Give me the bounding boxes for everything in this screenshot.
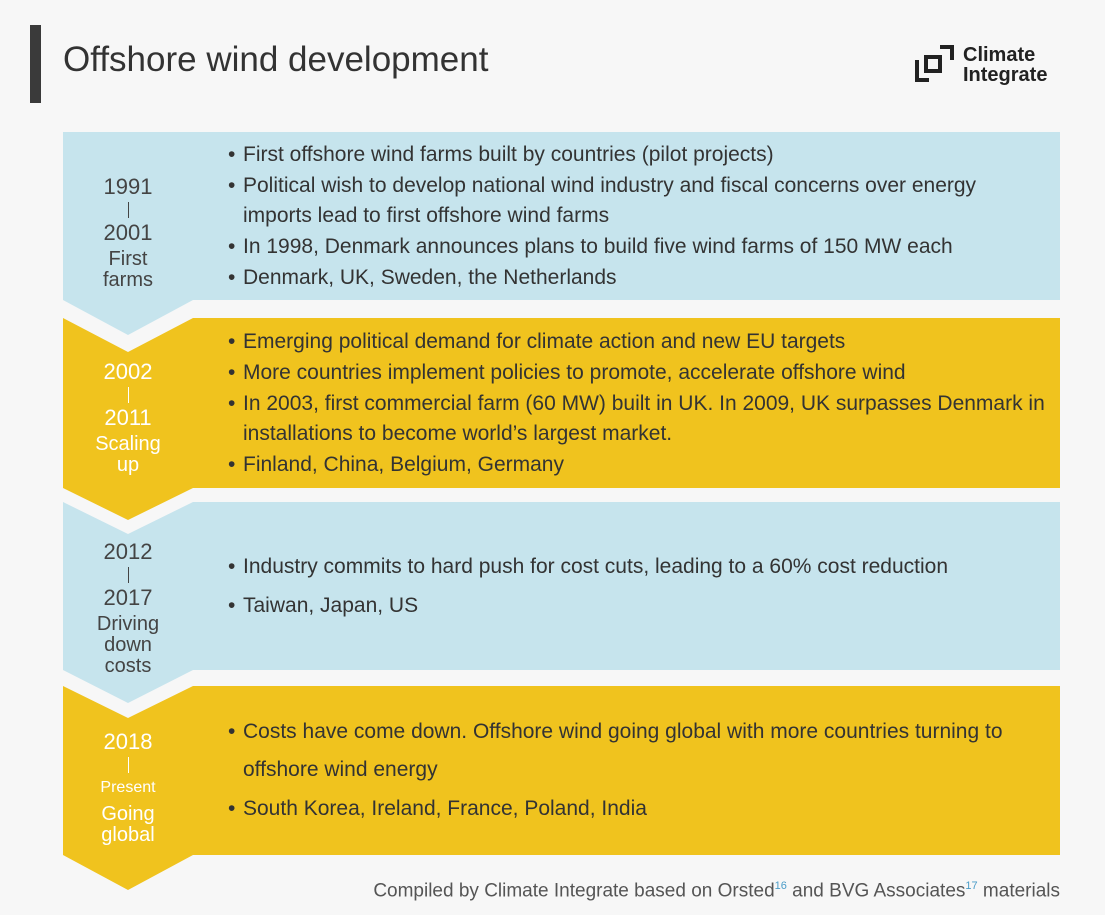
separator <box>127 202 129 218</box>
separator <box>127 387 129 403</box>
title-bar <box>30 25 41 103</box>
bullet: Costs have come down. Offshore wind goin… <box>228 713 1048 789</box>
end-year: 2017 <box>103 585 153 610</box>
stage-arrow <box>63 686 193 890</box>
stage-name: Driving down costs <box>96 613 160 677</box>
bullet: Emerging political demand for climate ac… <box>228 327 1048 357</box>
stage-name: Going global <box>101 803 155 846</box>
footer: Compiled by Climate Integrate based on O… <box>373 880 1060 902</box>
bullet: In 1998, Denmark announces plans to buil… <box>228 232 1048 262</box>
stage-name: Scaling up <box>95 433 161 476</box>
start-year: 2018 <box>103 729 153 754</box>
end-year: 2001 <box>103 220 153 245</box>
separator <box>127 757 129 773</box>
logo-text: Climate <box>963 44 1036 66</box>
stage-arrow <box>63 132 193 335</box>
start-year: 2002 <box>103 359 153 384</box>
bullet: In 2003, first commercial farm (60 MW) b… <box>228 389 1048 449</box>
stage-label: 2012 2017 Driving down costs <box>63 540 193 677</box>
bullet: First offshore wind farms built by count… <box>228 140 1048 170</box>
stage-label: 2018 Present Going global <box>63 730 193 846</box>
stage-arrow <box>63 318 193 520</box>
bullet: Finland, China, Belgium, Germany <box>228 450 1048 480</box>
stage-name: First farms <box>103 248 153 291</box>
bullet: Industry commits to hard push for cost c… <box>228 548 1048 586</box>
bullet-list: Costs have come down. Offshore wind goin… <box>228 686 1048 855</box>
footer-text: materials <box>982 880 1060 902</box>
stage-arrow <box>63 502 193 703</box>
bullet: More countries implement policies to pro… <box>228 358 1048 388</box>
ref: 16 <box>774 880 787 892</box>
bullet-list: Industry commits to hard push for cost c… <box>228 502 1048 670</box>
stage-label: 1991 2001 First farms <box>63 175 193 291</box>
stage-label: 2002 2011 Scaling up <box>63 360 193 476</box>
logo-text: Integrate <box>963 64 1048 86</box>
bullet: Political wish to develop national wind … <box>228 171 1048 231</box>
logo-icon <box>915 45 954 82</box>
end-year: 2011 <box>104 405 152 430</box>
bullet-list: First offshore wind farms built by count… <box>228 132 1048 300</box>
footer-text: and BVG Associates <box>792 880 966 902</box>
start-year: 2012 <box>103 539 153 564</box>
bullet-list: Emerging political demand for climate ac… <box>228 318 1048 488</box>
title: Offshore wind development <box>63 40 489 79</box>
bullet: South Korea, Ireland, France, Poland, In… <box>228 790 1048 828</box>
bullet: Denmark, UK, Sweden, the Netherlands <box>228 263 1048 293</box>
start-year: 1991 <box>103 174 153 199</box>
bullet: Taiwan, Japan, US <box>228 587 1048 625</box>
separator <box>127 567 129 583</box>
end-year: Present <box>100 779 156 796</box>
footer-text: Compiled by Climate Integrate based on O… <box>373 880 775 902</box>
ref: 17 <box>965 880 978 892</box>
